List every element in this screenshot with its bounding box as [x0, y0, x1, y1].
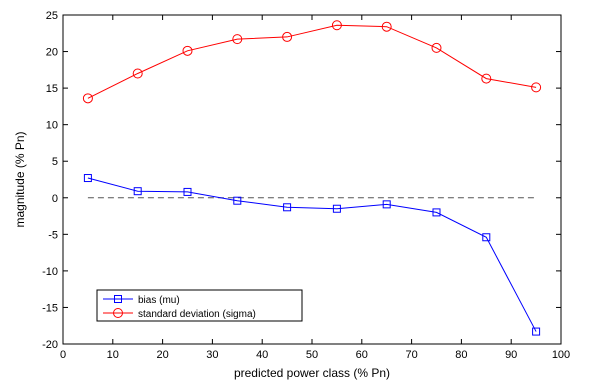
x-tick-label: 30 — [206, 349, 218, 361]
series-bias — [83, 174, 541, 336]
data-point — [283, 203, 292, 212]
x-tick-label: 0 — [60, 349, 66, 361]
data-point — [182, 45, 193, 56]
data-point — [183, 187, 192, 196]
legend: bias (mu) standard deviation (sigma) — [96, 289, 303, 322]
data-point — [432, 208, 441, 217]
legend-label: standard deviation (sigma) — [138, 309, 256, 320]
data-point — [82, 93, 93, 104]
y-tick-label: -15 — [42, 302, 58, 314]
y-axis-label: magnitude (% Pn) — [13, 131, 27, 227]
data-point — [382, 200, 391, 209]
series-line — [87, 24, 537, 99]
legend-item: standard deviation (sigma) — [103, 308, 256, 320]
x-tick-label: 90 — [505, 349, 517, 361]
data-point — [431, 42, 442, 53]
x-tick-label: 50 — [306, 349, 318, 361]
x-tick-label: 20 — [156, 349, 168, 361]
x-tick-label: 40 — [256, 349, 268, 361]
y-tick-label: -5 — [48, 229, 58, 241]
legend-label: bias (mu) — [138, 295, 180, 306]
data-point — [531, 82, 542, 93]
legend-swatch-marker — [114, 295, 122, 303]
legend-swatch-marker — [113, 308, 123, 318]
legend-box — [96, 289, 303, 322]
data-point — [381, 21, 392, 32]
x-tick-label: 10 — [107, 349, 119, 361]
data-point — [532, 327, 541, 336]
data-point — [232, 34, 243, 45]
x-axis-label: predicted power class (% Pn) — [234, 366, 390, 380]
y-tick-label: 25 — [46, 10, 58, 22]
data-point — [331, 20, 342, 31]
legend-items: bias (mu) standard deviation (sigma) — [103, 295, 256, 320]
y-tick-label: 15 — [46, 83, 58, 95]
x-tick-label: 100 — [552, 349, 570, 361]
x-axis-ticks: 0 10 20 30 40 50 60 70 80 90 100 — [60, 15, 570, 361]
legend-item: bias (mu) — [103, 295, 180, 306]
series-line — [87, 177, 537, 332]
y-tick-label: 10 — [46, 120, 58, 132]
data-point — [133, 187, 142, 196]
y-tick-label: 20 — [46, 47, 58, 59]
series-layer — [82, 20, 542, 336]
x-tick-label: 70 — [405, 349, 417, 361]
y-tick-label: 0 — [52, 193, 58, 205]
data-point — [282, 31, 293, 42]
y-tick-label: 5 — [52, 156, 58, 168]
data-point — [233, 196, 242, 205]
data-point — [332, 204, 341, 213]
y-tick-label: -20 — [42, 339, 58, 351]
x-tick-label: 80 — [455, 349, 467, 361]
data-point — [132, 68, 143, 79]
x-tick-label: 60 — [356, 349, 368, 361]
data-point — [83, 174, 92, 183]
data-point — [481, 73, 492, 84]
y-axis-ticks: -20 -15 -10 -5 0 5 10 15 20 25 — [42, 10, 561, 351]
y-tick-label: -10 — [42, 266, 58, 278]
series-std-dev — [82, 20, 542, 104]
data-point — [482, 233, 491, 242]
